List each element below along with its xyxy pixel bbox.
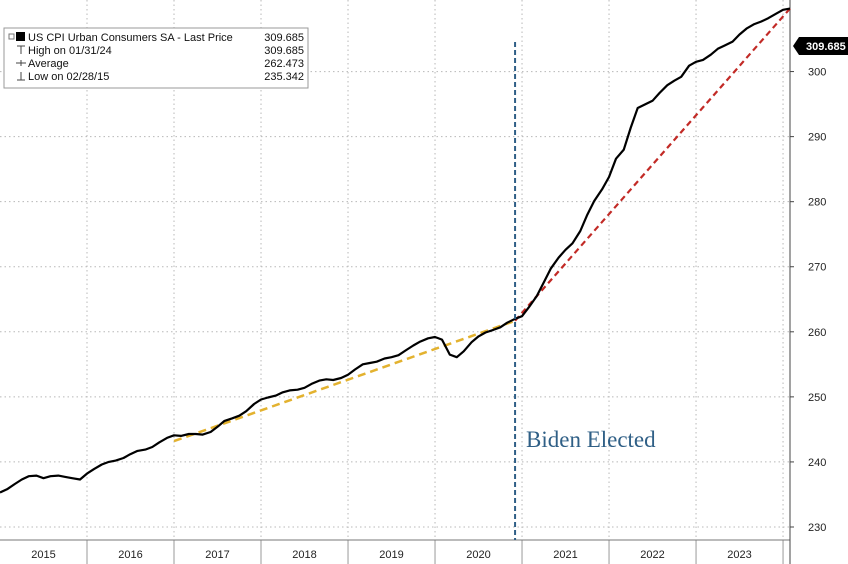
x-tick-label: 2019 — [379, 549, 403, 561]
y-tick-label: 280 — [808, 197, 826, 209]
x-tick-label: 2021 — [553, 549, 577, 561]
x-tick-label: 2023 — [727, 549, 751, 561]
legend-collapse-icon — [8, 33, 15, 40]
x-tick-label: 2015 — [31, 549, 55, 561]
high-marker-icon — [17, 45, 25, 54]
y-axis-ticks: 230 240 250 260 270 280 290 300 — [789, 0, 826, 564]
legend-series-value: 309.685 — [264, 32, 304, 44]
trend-lines — [173, 7, 791, 443]
legend-series-label: US CPI Urban Consumers SA - Last Price — [28, 32, 233, 44]
last-value-badge: 309.685 — [793, 37, 848, 55]
average-marker-icon — [16, 60, 26, 66]
x-tick-label: 2016 — [118, 549, 142, 561]
legend-low-value: 235.342 — [264, 71, 304, 83]
last-value-badge-bg — [793, 37, 848, 55]
legend-high-value: 309.685 — [264, 45, 304, 57]
series-line-cpi — [0, 7, 791, 494]
legend-average-label: Average — [28, 58, 69, 70]
legend-average-value: 262.473 — [264, 58, 304, 70]
legend-high-label: High on 01/31/24 — [28, 45, 112, 57]
y-tick-label: 230 — [808, 522, 826, 534]
series-layer — [0, 7, 791, 494]
y-tick-label: 240 — [808, 457, 826, 469]
annotation-biden-elected: Biden Elected — [526, 427, 656, 452]
x-axis-ticks: 2015 2016 2017 2018 2019 2020 2021 2022 2023 — [0, 539, 790, 564]
legend-box — [3, 27, 309, 89]
y-tick-label: 300 — [808, 67, 826, 79]
x-tick-label: 2022 — [640, 549, 664, 561]
y-tick-label: 270 — [808, 262, 826, 274]
trend-line-pre-election — [173, 319, 516, 443]
y-tick-label: 250 — [808, 392, 826, 404]
y-tick-label: 290 — [808, 132, 826, 144]
low-marker-icon — [17, 72, 25, 81]
legend: US CPI Urban Consumers SA - Last Price 3… — [3, 27, 309, 89]
legend-series-swatch-icon — [16, 32, 25, 41]
y-tick-label: 260 — [808, 327, 826, 339]
x-tick-label: 2020 — [466, 549, 490, 561]
x-tick-label: 2018 — [292, 549, 316, 561]
legend-low-label: Low on 02/28/15 — [28, 71, 109, 83]
grid-lines — [0, 0, 790, 540]
last-value-label: 309.685 — [806, 41, 846, 53]
x-tick-label: 2017 — [205, 549, 229, 561]
